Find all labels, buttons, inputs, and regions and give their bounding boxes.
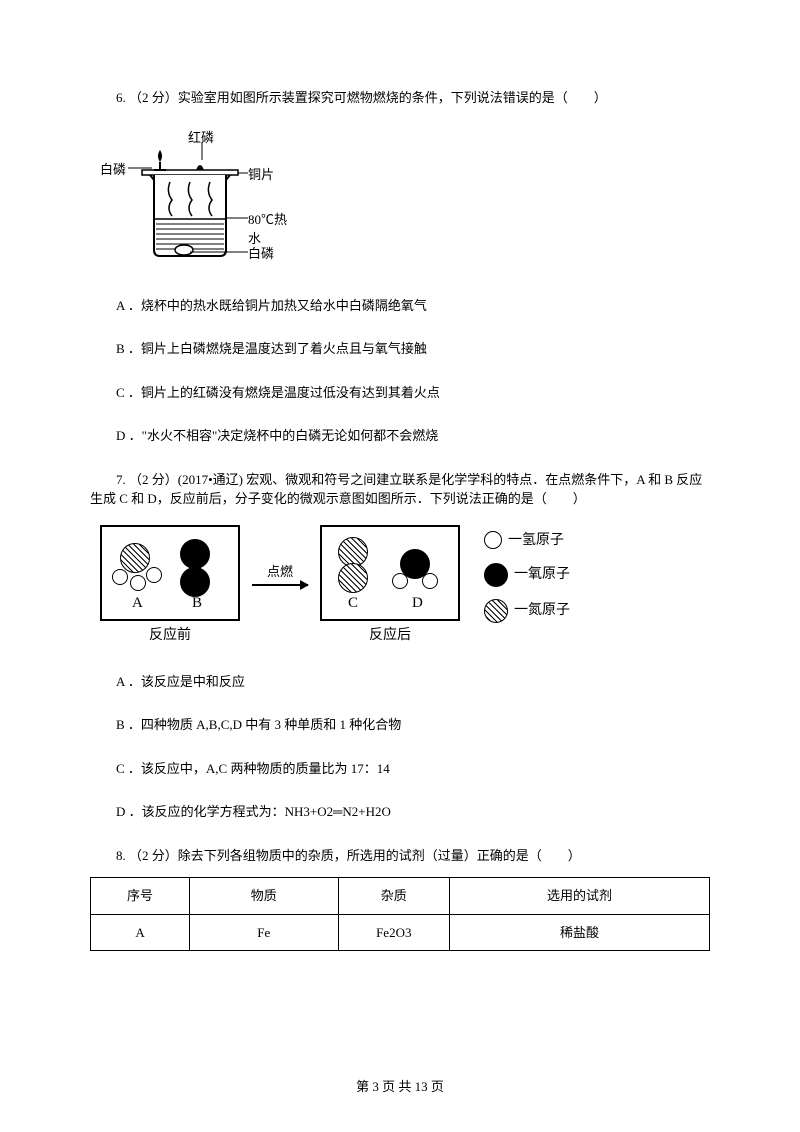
q7-letter-a: A bbox=[132, 592, 143, 615]
page-footer: 第 3 页 共 13 页 bbox=[0, 1077, 800, 1097]
q7-legend-h: 一氢原子 bbox=[508, 530, 564, 551]
q7-opt-b: B ．四种物质 A,B,C,D 中有 3 种单质和 1 种化合物 bbox=[90, 715, 710, 735]
q8-th-1: 序号 bbox=[91, 878, 190, 915]
q7-panel-before: A B 反应前 bbox=[100, 525, 240, 646]
q7-arrow-label: 点燃 bbox=[267, 562, 293, 582]
q8-td-4: 稀盐酸 bbox=[449, 914, 709, 951]
q6-label-bailin-top: 白磷 bbox=[100, 160, 126, 180]
table-row: A Fe Fe2O3 稀盐酸 bbox=[91, 914, 710, 951]
q7-opt-a: A ．该反应是中和反应 bbox=[90, 672, 710, 692]
q7-opt-d: D ．该反应的化学方程式为：NH3+O2═N2+H2O bbox=[90, 802, 710, 822]
table-row: 序号 物质 杂质 选用的试剂 bbox=[91, 878, 710, 915]
q7-caption-before: 反应前 bbox=[100, 625, 240, 646]
q7-legend-n: 一氮原子 bbox=[514, 600, 570, 621]
q8-td-3: Fe2O3 bbox=[338, 914, 449, 951]
q8-th-2: 物质 bbox=[190, 878, 339, 915]
q7-legend: 一氢原子 一氧原子 一氮原子 bbox=[484, 530, 570, 623]
q6-label-bailin-bottom: 白磷 bbox=[248, 244, 274, 264]
q7-figure: A B 反应前 点燃 C D 反应后 一氢原子 一氧原子 一氮原子 bbox=[100, 525, 710, 646]
q6-stem: 6. （2 分）实验室用如图所示装置探究可燃物燃烧的条件，下列说法错误的是（ ） bbox=[90, 88, 710, 108]
q7-letter-c: C bbox=[348, 592, 358, 615]
q7-legend-o: 一氧原子 bbox=[514, 564, 570, 585]
q7-letter-d: D bbox=[412, 592, 423, 615]
q6-label-honglin: 红磷 bbox=[188, 128, 214, 148]
q7-arrow: 点燃 bbox=[252, 562, 308, 586]
q6-opt-c: C ．铜片上的红磷没有燃烧是温度过低没有达到其着火点 bbox=[90, 383, 710, 403]
q7-stem: 7. （2 分）(2017•通辽) 宏观、微观和符号之间建立联系是化学学科的特点… bbox=[90, 470, 710, 509]
q7-letter-b: B bbox=[192, 592, 202, 615]
q8-th-3: 杂质 bbox=[338, 878, 449, 915]
q7-opt-c: C ．该反应中，A,C 两种物质的质量比为 17：14 bbox=[90, 759, 710, 779]
q8-th-4: 选用的试剂 bbox=[449, 878, 709, 915]
q6-opt-d: D ．"水火不相容"决定烧杯中的白磷无论如何都不会燃烧 bbox=[90, 426, 710, 446]
q6-opt-b: B ．铜片上白磷燃烧是温度达到了着火点且与氧气接触 bbox=[90, 339, 710, 359]
q8-stem: 8. （2 分）除去下列各组物质中的杂质，所选用的试剂（过量）正确的是（ ） bbox=[90, 846, 710, 866]
q8-td-2: Fe bbox=[190, 914, 339, 951]
q7-panel-after: C D 反应后 bbox=[320, 525, 460, 646]
q6-opt-a: A ．烧杯中的热水既给铜片加热又给水中白磷隔绝氧气 bbox=[90, 296, 710, 316]
q7-caption-after: 反应后 bbox=[320, 625, 460, 646]
q8-td-1: A bbox=[91, 914, 190, 951]
q6-label-tongpian: 铜片 bbox=[248, 165, 274, 185]
q8-table: 序号 物质 杂质 选用的试剂 A Fe Fe2O3 稀盐酸 bbox=[90, 877, 710, 951]
q6-figure: 红磷 白磷 铜片 80℃热水 白磷 bbox=[120, 132, 710, 272]
